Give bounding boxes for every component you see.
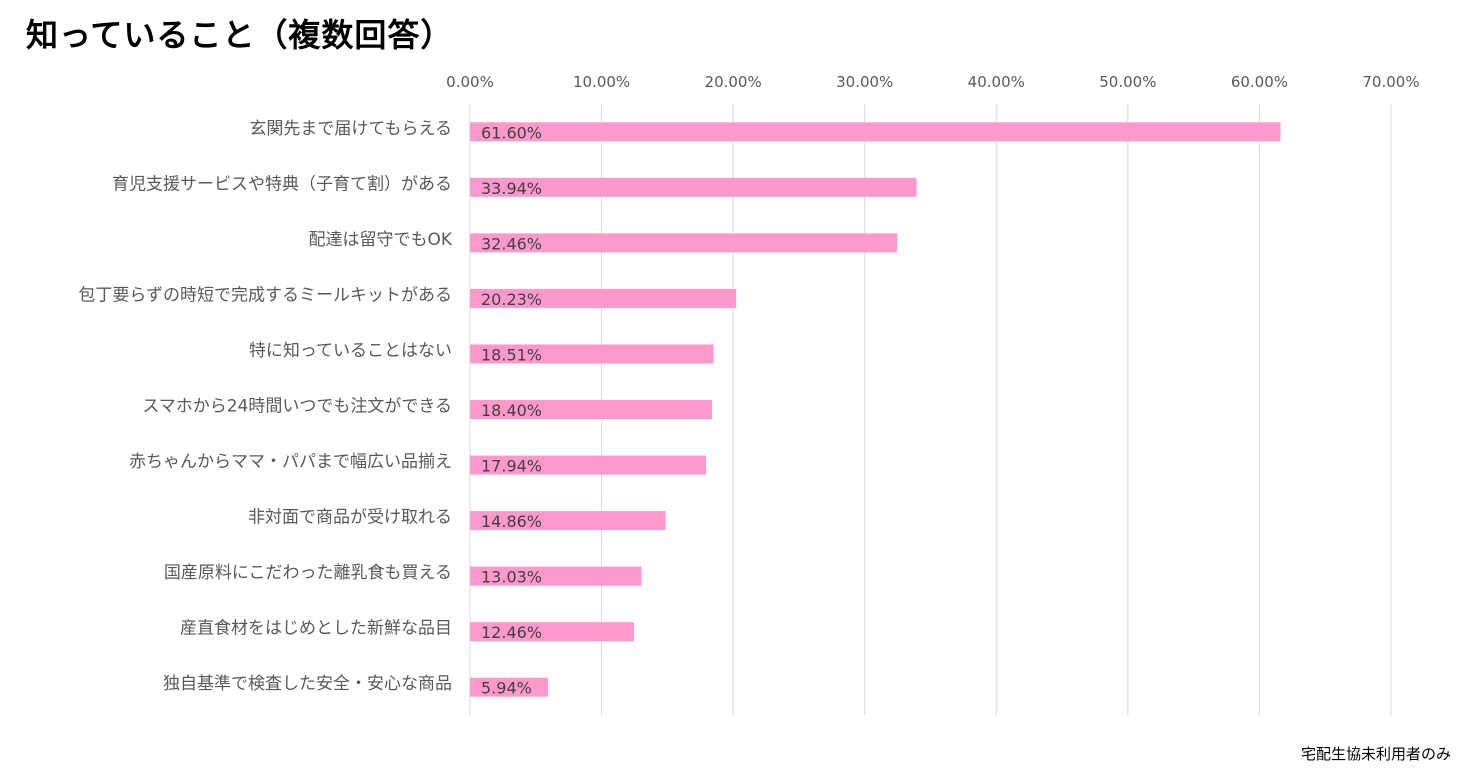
data-label: 18.40% <box>481 401 542 420</box>
bar <box>470 177 917 197</box>
category-label: 配達は留守でもOK <box>308 230 452 250</box>
data-label: 12.46% <box>481 623 542 642</box>
x-tick-label: 10.00% <box>573 73 630 91</box>
bar <box>470 622 634 642</box>
data-label: 20.23% <box>481 290 542 309</box>
x-axis-ticks: 0.00% 10.00% 20.00% 30.00% 40.00% 50.00% 60.00… <box>446 73 1419 91</box>
x-tick-label: 20.00% <box>705 73 762 91</box>
category-label: 特に知っていることはない <box>249 341 452 361</box>
x-tick-label: 30.00% <box>836 73 893 91</box>
x-tick-label: 40.00% <box>968 73 1025 91</box>
bar <box>470 400 713 419</box>
bar <box>470 233 898 253</box>
bar <box>470 455 707 475</box>
bars <box>470 122 1281 697</box>
chart-title: 知っていること（複数回答） <box>26 16 454 54</box>
category-label: 包丁要らずの時短で完成するミールキットがある <box>78 285 452 305</box>
data-labels: 61.60% 33.94% 32.46% 20.23% 18.51% 18.40% 17.9… <box>481 123 542 697</box>
category-labels: 玄関先まで届けてもらえる育児支援サービスや特典（子育て割）がある配達は留守でもO… <box>78 119 453 694</box>
category-label: 玄関先まで届けてもらえる <box>249 119 452 139</box>
data-label: 32.46% <box>481 234 542 253</box>
category-label: 産直食材をはじめとした新鮮な品目 <box>180 619 452 639</box>
category-label: 国産原料にこだわった離乳食も買える <box>164 563 452 583</box>
bar <box>470 288 737 308</box>
data-label: 14.86% <box>481 512 542 531</box>
category-label: 赤ちゃんからママ・パパまで幅広い品揃え <box>129 452 452 472</box>
bar <box>470 566 642 586</box>
data-label: 5.94% <box>481 679 532 698</box>
category-label: 独自基準で検査した安全・安心な商品 <box>163 674 452 694</box>
data-label: 33.94% <box>481 179 542 198</box>
x-tick-label: 50.00% <box>1099 73 1156 91</box>
bar <box>470 344 714 364</box>
category-label: 非対面で商品が受け取れる <box>248 508 452 528</box>
data-label: 18.51% <box>481 345 542 364</box>
data-label: 61.60% <box>481 123 542 142</box>
data-label: 13.03% <box>481 568 542 587</box>
data-label: 17.94% <box>481 457 542 476</box>
category-label: スマホから24時間いつでも注文ができる <box>142 397 452 417</box>
x-tick-label: 0.00% <box>446 73 494 91</box>
category-label: 育児支援サービスや特典（子育て割）がある <box>112 174 452 194</box>
x-tick-label: 60.00% <box>1231 73 1288 91</box>
footnote: 宅配生協未利用者のみ <box>1300 745 1451 763</box>
x-tick-label: 70.00% <box>1362 73 1419 91</box>
bar <box>470 511 666 531</box>
bar <box>470 122 1281 142</box>
bar <box>470 677 549 697</box>
